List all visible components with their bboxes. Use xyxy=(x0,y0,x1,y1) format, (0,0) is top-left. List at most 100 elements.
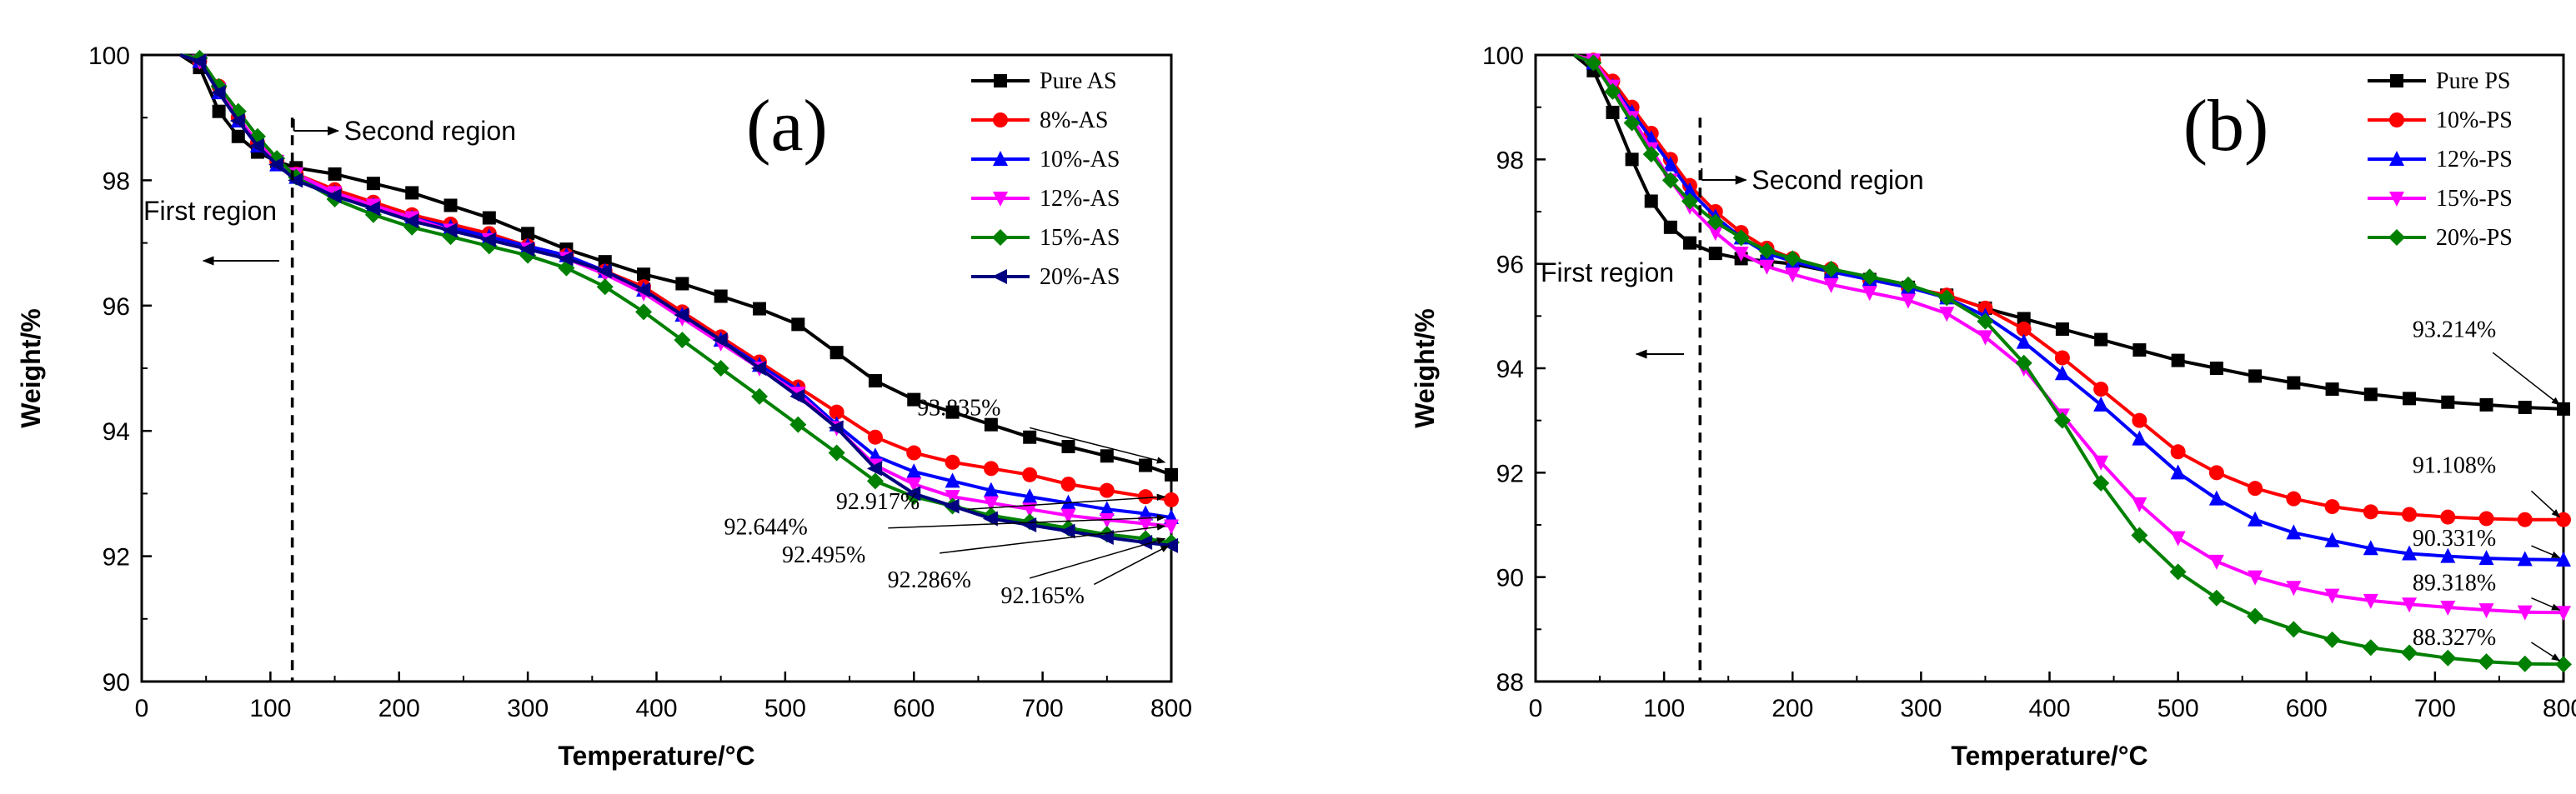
data-point xyxy=(1098,530,1114,546)
data-point xyxy=(2171,353,2185,367)
data-point xyxy=(2248,369,2263,383)
x-tick-label: 300 xyxy=(1900,695,1942,722)
data-point xyxy=(2555,656,2572,673)
data-point xyxy=(2093,382,2109,397)
legend-marker xyxy=(2389,112,2404,127)
data-point xyxy=(2169,563,2187,581)
data-point xyxy=(1784,250,1802,267)
x-tick-label: 700 xyxy=(2414,695,2456,722)
data-point xyxy=(1060,477,1076,492)
data-point xyxy=(1100,449,1114,463)
first-region-label: First region xyxy=(143,196,277,226)
data-point xyxy=(2247,607,2264,625)
data-point xyxy=(712,360,729,377)
data-point xyxy=(1706,213,1724,231)
data-point xyxy=(674,307,689,323)
data-point xyxy=(1939,307,1955,322)
data-point xyxy=(2478,603,2494,619)
data-point xyxy=(1900,293,1916,309)
data-point xyxy=(751,387,768,405)
annotation-label: 89.318% xyxy=(2413,570,2496,596)
y-tick-label: 90 xyxy=(1496,565,1524,592)
data-point xyxy=(2094,332,2108,347)
data-point xyxy=(983,461,999,477)
data-point xyxy=(1163,537,1178,553)
data-point xyxy=(635,303,653,321)
data-point xyxy=(1099,512,1115,528)
data-point xyxy=(2362,639,2379,657)
y-tick-label: 100 xyxy=(1482,42,1524,70)
data-point xyxy=(828,444,845,462)
data-point xyxy=(637,267,651,282)
annotation-arrow xyxy=(2531,597,2561,611)
data-point xyxy=(2323,631,2341,648)
data-point xyxy=(907,392,921,407)
data-point xyxy=(2440,547,2456,563)
data-point xyxy=(231,129,245,143)
data-point xyxy=(2016,333,2032,349)
annotation-arrow xyxy=(2531,642,2561,662)
series-20-as xyxy=(179,53,1178,553)
annotation-arrow xyxy=(2530,490,2561,518)
x-axis-label: Temperature/°C xyxy=(1951,741,2148,771)
data-point xyxy=(712,332,728,348)
legend-label: Pure PS xyxy=(2436,68,2510,94)
legend-marker xyxy=(2388,229,2405,246)
data-point xyxy=(2363,387,2378,402)
annotation-arrow xyxy=(940,523,1166,554)
legend-label: Pure AS xyxy=(1040,68,1117,94)
data-point xyxy=(2402,545,2418,561)
data-point xyxy=(789,416,807,433)
data-point xyxy=(791,317,805,332)
legend-label: 20%-AS xyxy=(1040,264,1120,290)
y-tick-label: 94 xyxy=(103,418,130,446)
data-point xyxy=(2208,554,2224,570)
data-point xyxy=(328,167,342,181)
data-point xyxy=(828,420,844,436)
data-point xyxy=(1165,467,1178,482)
data-point xyxy=(1682,236,1696,250)
series-line xyxy=(179,53,1172,477)
data-point xyxy=(1060,508,1076,524)
data-point xyxy=(868,374,882,388)
y-tick-label: 100 xyxy=(88,42,130,70)
series-line xyxy=(179,53,1172,528)
data-point xyxy=(2556,551,2571,567)
data-point xyxy=(1708,247,1722,261)
data-point xyxy=(2324,532,2340,547)
data-point xyxy=(2132,343,2147,357)
x-tick-label: 100 xyxy=(249,695,291,722)
data-point xyxy=(268,157,284,172)
y-axis-label: Weight/% xyxy=(16,308,46,427)
data-point xyxy=(1138,489,1154,505)
data-point xyxy=(2054,350,2070,366)
x-axis-label: Temperature/°C xyxy=(558,741,754,771)
legend-marker xyxy=(993,192,1008,207)
data-point xyxy=(2285,621,2303,638)
data-point xyxy=(480,232,496,247)
annotation-label: 93.835% xyxy=(917,395,1000,421)
second-region-label: Second region xyxy=(344,116,516,146)
x-tick-label: 500 xyxy=(764,695,806,722)
data-point xyxy=(1099,482,1115,498)
data-point xyxy=(2132,497,2148,512)
data-point xyxy=(2363,593,2378,609)
legend-marker xyxy=(994,74,1007,87)
annotations: 93.835% 92.917% 92.644%92.495% 92.286% 92.16… xyxy=(724,395,1170,609)
data-point xyxy=(444,198,458,212)
chart-a: 0 100 200 300 400 500 600 700 800 90 92 94 96 98 100 Te… xyxy=(16,42,1192,771)
data-point xyxy=(983,482,999,497)
data-point xyxy=(1681,182,1697,197)
y-tick-label: 90 xyxy=(103,669,130,697)
data-point xyxy=(442,222,458,238)
data-point xyxy=(753,302,766,316)
x-axis: 0 100 200 300 400 500 600 700 800 xyxy=(135,672,1192,722)
legend: Pure AS 8%-AS 10%-AS 12%-AS 15%-AS 20%-AS xyxy=(971,68,1120,290)
legend-item: 20%-PS xyxy=(2368,225,2513,251)
annotation-arrow xyxy=(1030,427,1166,464)
legend-label: 12%-PS xyxy=(2436,147,2513,172)
data-point xyxy=(1022,488,1038,504)
legend-marker xyxy=(992,229,1009,246)
plot-frame xyxy=(1534,53,2565,683)
data-point xyxy=(2517,551,2533,567)
